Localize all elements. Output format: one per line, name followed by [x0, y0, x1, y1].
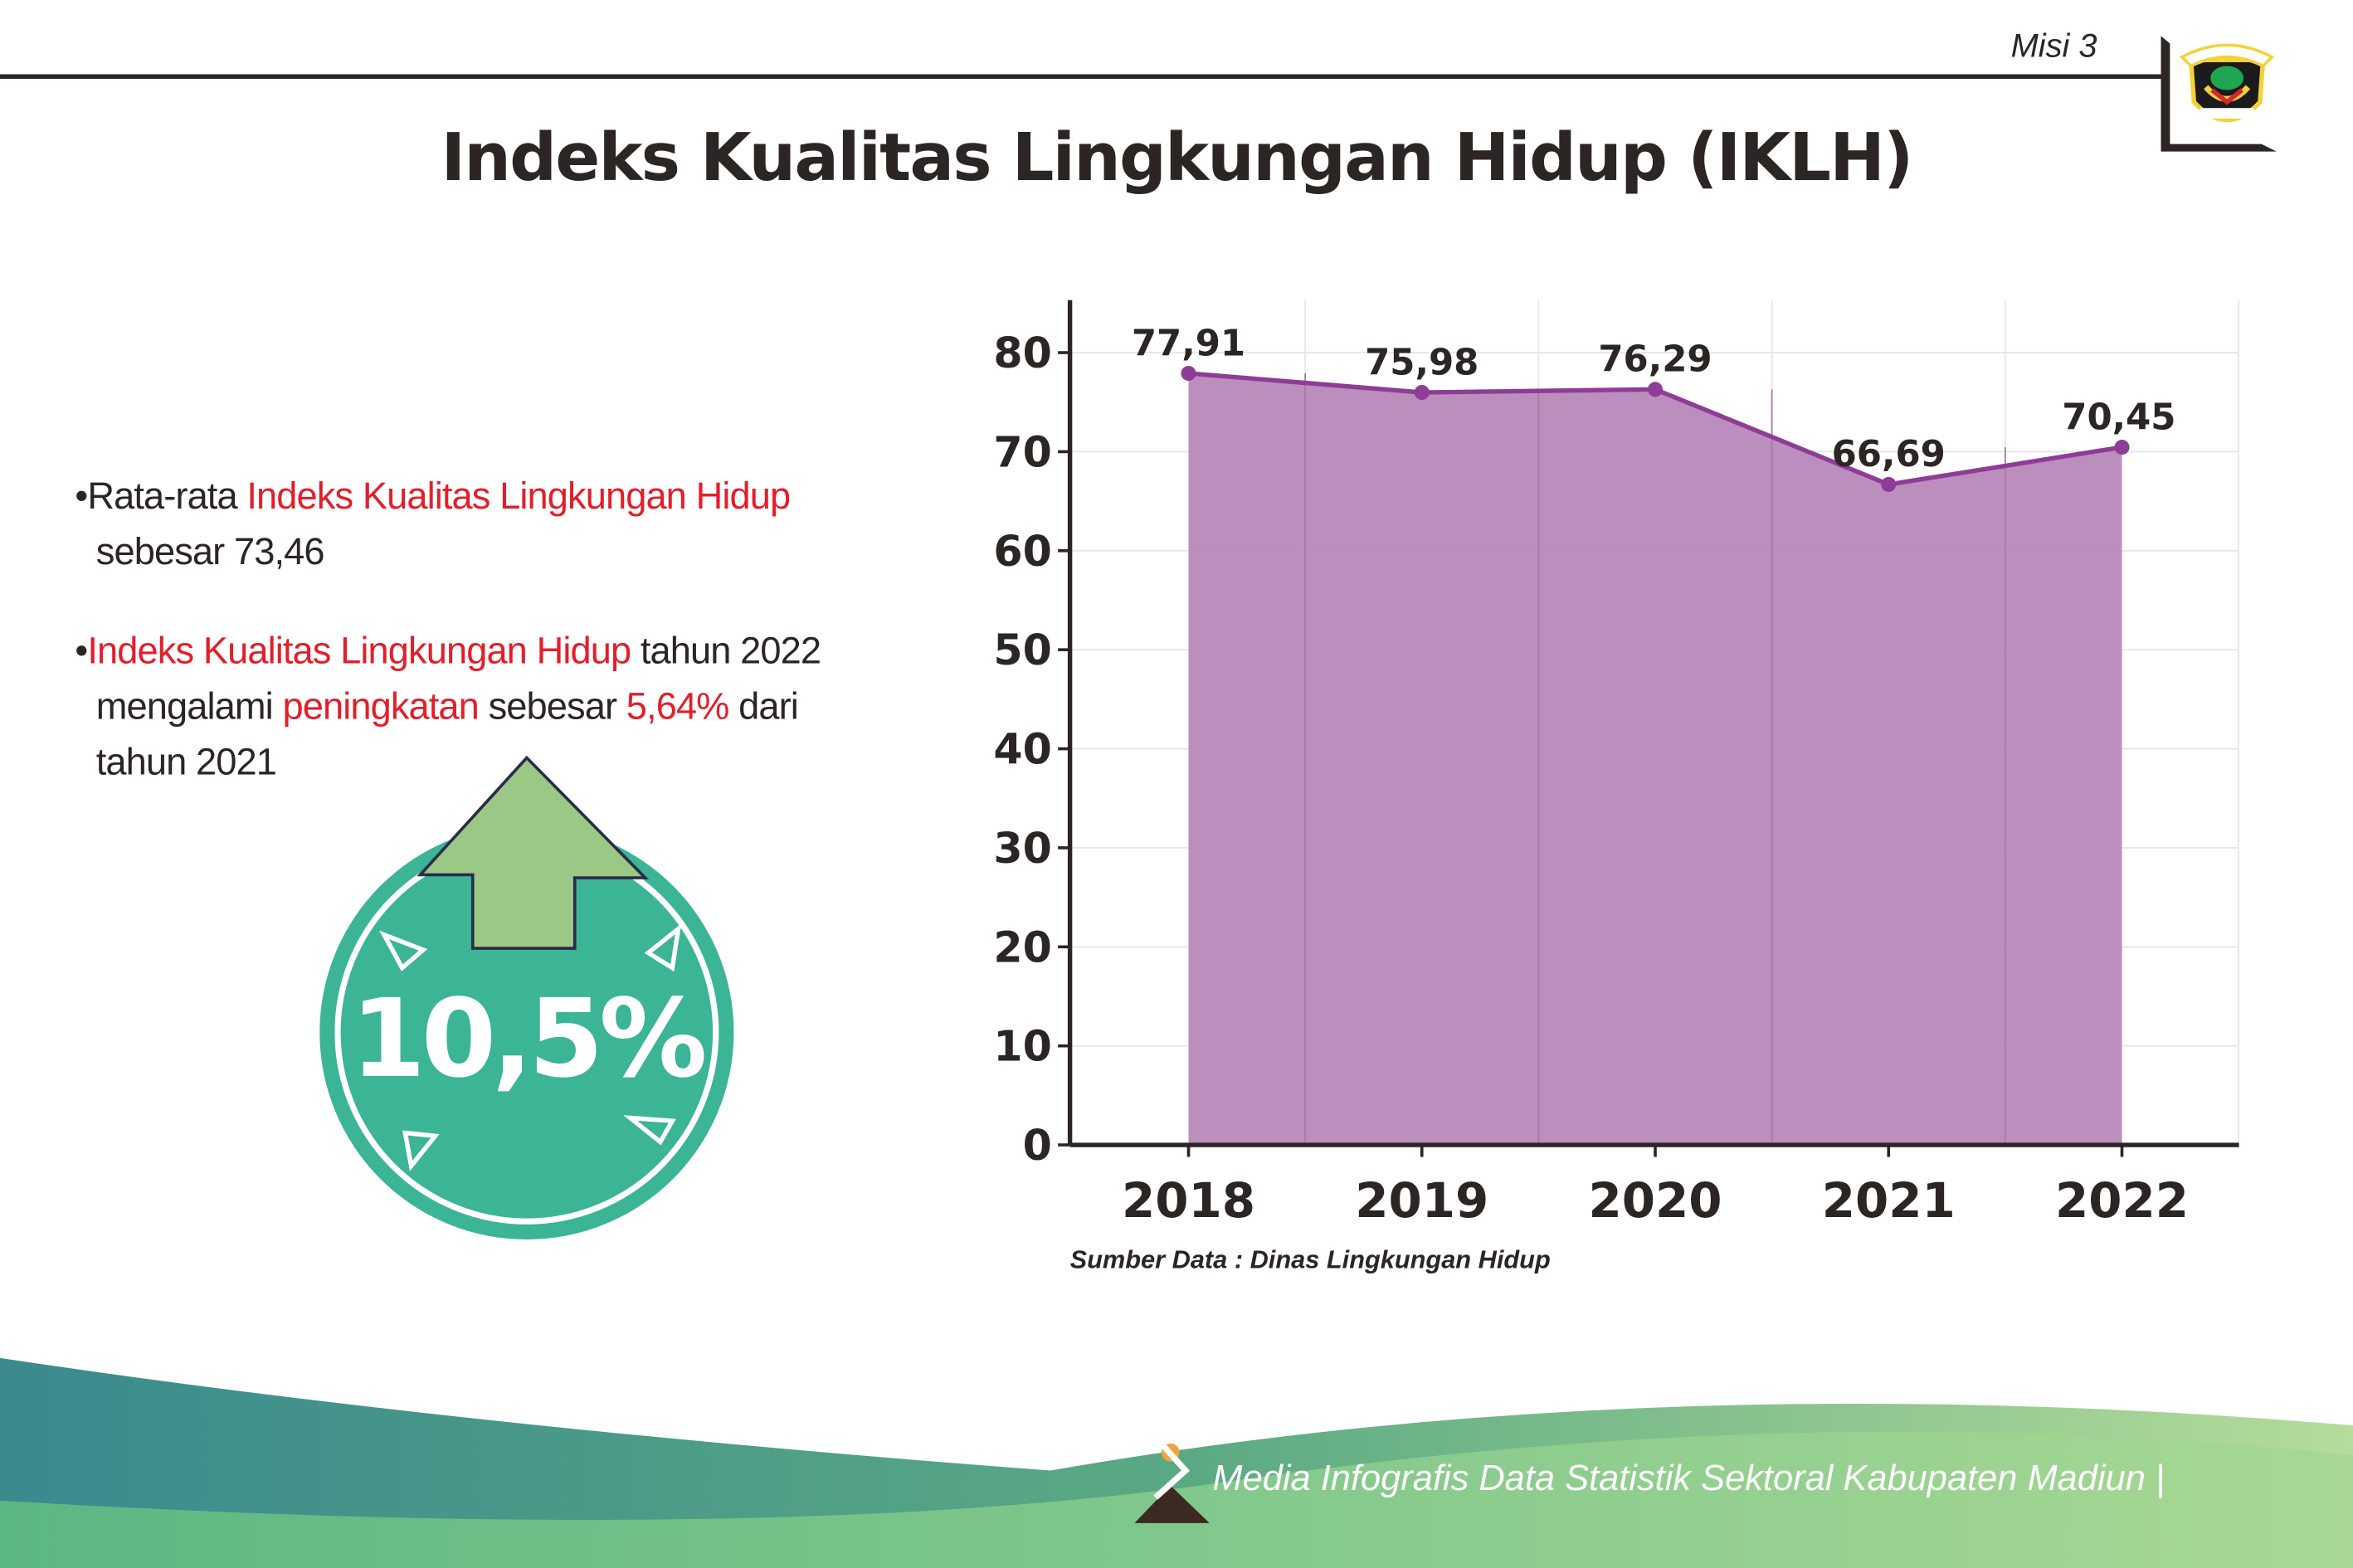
kabupaten-madiun-logo [2179, 43, 2275, 123]
area-fill [1188, 373, 2122, 1146]
sparkle-icon [644, 923, 682, 972]
y-tick-label: 20 [993, 923, 1051, 971]
bullet-text: •Rata-rata [75, 475, 247, 519]
y-tick-label: 10 [993, 1022, 1051, 1071]
bullet-text: mengalami [95, 685, 283, 728]
header-frame [0, 36, 2277, 152]
data-label: 77,91 [1132, 323, 1245, 364]
sparkle-icon [379, 930, 428, 971]
runner-logo-icon [1134, 1438, 1210, 1523]
badge-value: 10,5% [350, 975, 708, 1102]
data-point [1181, 365, 1196, 382]
data-point [1647, 382, 1664, 397]
y-tick-label: 40 [993, 725, 1051, 774]
footer-wave [0, 1357, 2353, 1568]
bullet-highlight: Indeks Kualitas Lingkungan Hidup [87, 630, 631, 673]
mission-label: Misi 3 [2010, 27, 2097, 65]
bullet-increase: •Indeks Kualitas Lingkungan Hidup tahun … [75, 624, 821, 791]
page-title: Indeks Kualitas Lingkungan Hidup (IKLH) [441, 119, 1913, 197]
bullet-text: tahun 2021 [95, 741, 277, 784]
footer-text: Media Infografis Data Statistik Sektoral… [1212, 1458, 2165, 1499]
x-tick-label: 2019 [1355, 1172, 1488, 1229]
y-tick-label: 80 [993, 329, 1051, 377]
data-point [1414, 384, 1430, 401]
bullet-text: dari [728, 685, 799, 728]
data-point [1881, 476, 1897, 492]
bullet-highlight: Indeks Kualitas Lingkungan Hidup [246, 475, 791, 519]
bullet-average: •Rata-rata Indeks Kualitas Lingkungan Hi… [75, 470, 791, 581]
data-point [2114, 440, 2130, 455]
y-tick-label: 70 [993, 428, 1051, 477]
x-tick-label: 2021 [1822, 1172, 1956, 1229]
y-tick-label: 50 [993, 626, 1051, 674]
y-tick-label: 30 [993, 824, 1051, 873]
data-label: 66,69 [1832, 434, 1946, 475]
sparkle-icon [402, 1130, 440, 1171]
iklh-chart: 77,91 75,98 76,29 66,69 70,45 0 10 20 30 40 50 60 70… [993, 299, 2240, 1229]
bullet-text: sebesar [478, 685, 626, 728]
bullet-highlight: 5,64% [626, 685, 730, 728]
bullet-text: • [75, 630, 88, 673]
bullet-text: sebesar 73,46 [95, 531, 325, 573]
data-label: 76,29 [1598, 339, 1712, 381]
data-label: 75,98 [1365, 342, 1479, 383]
bullet-text: tahun 2022 [631, 630, 821, 673]
data-label: 70,45 [2062, 397, 2175, 438]
y-tick-label: 0 [1023, 1121, 1052, 1170]
increase-badge [319, 755, 734, 1239]
sparkle-icon [623, 1115, 676, 1146]
y-tick-label: 60 [993, 527, 1051, 576]
x-tick-label: 2020 [1588, 1172, 1722, 1229]
arrow-up-icon [417, 755, 650, 950]
bullet-highlight: peningkatan [282, 685, 479, 728]
x-tick-label: 2018 [1122, 1172, 1255, 1229]
x-tick-label: 2022 [2055, 1172, 2189, 1229]
data-source: Sumber Data : Dinas Lingkungan Hidup [1069, 1245, 1551, 1274]
